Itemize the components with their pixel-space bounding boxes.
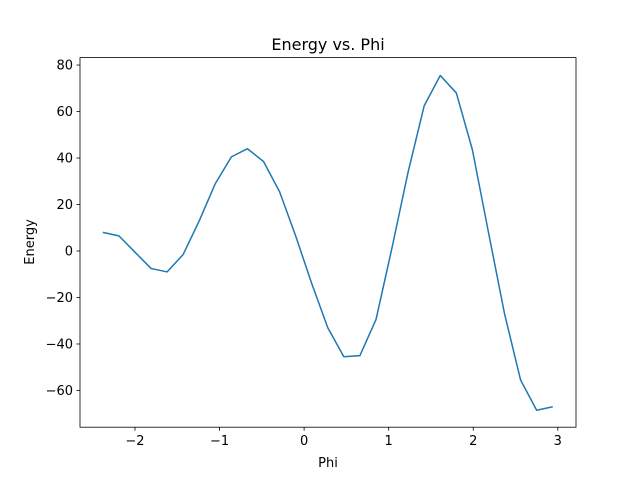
y-tick-label: 80 [56, 59, 73, 74]
y-tick-label: 20 [56, 198, 73, 213]
y-axis-label: Energy [23, 219, 38, 265]
y-tick-label: 60 [56, 105, 73, 120]
x-tick-label: 0 [300, 434, 308, 449]
data-line [102, 74, 553, 411]
plot-frame [79, 57, 577, 428]
x-tick-label: 1 [385, 434, 393, 449]
x-tick-label: −1 [210, 434, 229, 449]
x-axis-label: Phi [318, 456, 338, 471]
y-tick-label: 40 [56, 152, 73, 167]
x-tick-label: 3 [554, 434, 562, 449]
y-tick-label: −40 [46, 337, 73, 352]
chart-title: Energy vs. Phi [271, 35, 384, 54]
y-tick-label: −20 [46, 291, 73, 306]
x-tick-label: −2 [125, 434, 144, 449]
y-tick-label: −60 [46, 384, 73, 399]
x-tick-label: 2 [469, 434, 477, 449]
y-tick-label: 0 [65, 245, 73, 260]
